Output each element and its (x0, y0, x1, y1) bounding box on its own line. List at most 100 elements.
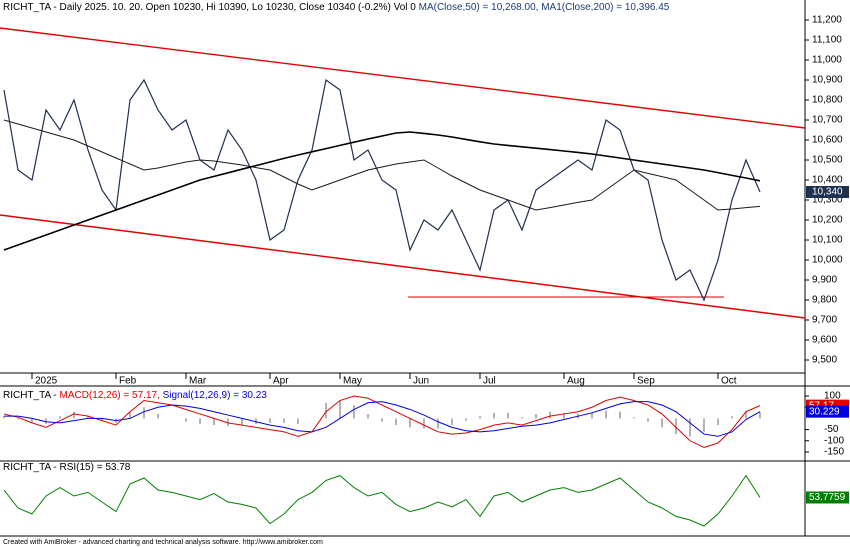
histogram-bar (619, 411, 621, 419)
histogram-bar (563, 412, 565, 419)
y-tick-label: 9,700 (812, 315, 837, 326)
histogram-bar (675, 418, 677, 435)
histogram-bar (759, 412, 761, 419)
histogram-bar (227, 418, 229, 427)
title-part: MACD(12,26) = 57.17, (59, 390, 159, 401)
histogram-bar (101, 418, 103, 421)
histogram-bar (409, 418, 411, 428)
histogram-bar (479, 416, 481, 419)
series-line (4, 401, 761, 437)
panel-title: RICHT_TA - Daily 2025. 10. 20. Open 1023… (3, 2, 670, 13)
y-tick-label: 11,200 (812, 15, 842, 26)
y-tick-label: 9,800 (812, 295, 837, 306)
x-tick-label: Jun (413, 376, 429, 387)
value-box (806, 405, 849, 418)
y-tick-label: 10,700 (812, 115, 843, 126)
y-tick-label: -150 (824, 447, 844, 458)
y-tick-label: 10,200 (812, 215, 843, 226)
x-tick-label: Apr (273, 376, 289, 387)
x-tick-label: Jul (483, 376, 496, 387)
histogram-bar (549, 411, 551, 419)
x-tick-label: May (343, 376, 362, 387)
y-tick-label: 10,900 (812, 75, 843, 86)
last-value-label: 10,340 (812, 187, 843, 198)
y-tick-label: -100 (824, 435, 844, 446)
y-tick-label: -50 (824, 424, 839, 435)
y-tick-label: 10,100 (812, 235, 843, 246)
histogram-bar (157, 413, 159, 419)
histogram-bar (45, 418, 47, 424)
footer: Created with AmiBroker - advanced charti… (3, 539, 323, 546)
value-box (806, 491, 849, 504)
histogram-bar (535, 413, 537, 419)
y-tick-label: 10,000 (812, 255, 843, 266)
x-tick-label: Feb (119, 376, 137, 387)
title-part: MA(Close,50) = 10,268.00, (419, 2, 539, 13)
histogram-bar (255, 418, 257, 424)
histogram-bar (367, 413, 369, 419)
y-tick-label: 10,300 (812, 195, 843, 206)
y-tick-label: 10,500 (812, 155, 843, 166)
histogram-bar (129, 411, 131, 419)
panel-title: RICHT_TA - MACD(12,26) = 57.17, Signal(1… (3, 390, 267, 401)
histogram-bar (353, 404, 355, 419)
histogram-bar (647, 418, 649, 422)
histogram-bar (633, 417, 635, 419)
y-tick-label: 9,900 (812, 275, 837, 286)
y-tick-label: 100 (824, 391, 841, 402)
x-tick-label: Mar (189, 376, 207, 387)
value-box-label: 53.7759 (809, 492, 846, 503)
histogram-bar (395, 418, 397, 426)
histogram-bar (17, 418, 19, 420)
y-tick-label: 10,600 (812, 135, 843, 146)
series-line (3, 131, 761, 251)
title-part: RICHT_TA - RSI(15) = 53.78 (3, 462, 131, 473)
histogram-bar (31, 418, 33, 423)
title-part: RICHT_TA - (3, 390, 59, 401)
channel-line (0, 214, 806, 319)
histogram-bar (59, 416, 61, 419)
histogram-bar (703, 418, 705, 432)
histogram-bar (185, 418, 187, 422)
histogram-bar (731, 416, 733, 419)
histogram-bar (493, 412, 495, 419)
last-value-box (806, 186, 849, 198)
histogram-bar (87, 416, 89, 419)
x-tick-label: 2025 (35, 376, 58, 387)
histogram-bar (423, 418, 425, 429)
x-tick-label: Sep (637, 376, 655, 387)
histogram-bar (591, 412, 593, 419)
y-tick-label: 11,000 (812, 55, 842, 66)
channel-line (0, 27, 806, 129)
y-tick-label: 9,600 (812, 335, 837, 346)
histogram-bar (143, 407, 145, 419)
histogram-bar (3, 416, 5, 419)
histogram-bar (437, 418, 439, 429)
title-part: RICHT_TA - Daily 2025. 10. 20. Open 1023… (3, 2, 416, 13)
histogram-bar (325, 402, 327, 419)
histogram-bar (199, 418, 201, 424)
title-part: MA1(Close,200) = 10,396.45 (541, 2, 670, 13)
histogram-bar (661, 418, 663, 428)
title-part: Signal(12,26,9) = 30.23 (163, 390, 268, 401)
value-box-label: 30.229 (809, 406, 840, 417)
series-line (3, 474, 761, 527)
histogram-bar (507, 412, 509, 419)
y-tick-label: 11,100 (812, 35, 842, 46)
histogram-bar (73, 411, 75, 419)
series-line (3, 395, 761, 449)
histogram-bar (521, 417, 523, 419)
histogram-bar (269, 418, 271, 423)
x-tick-label: Oct (721, 376, 737, 387)
histogram-bar (339, 400, 341, 419)
histogram-bar (689, 418, 691, 437)
x-tick-label: Aug (567, 376, 585, 387)
panel-title: RICHT_TA - RSI(15) = 53.78 (3, 462, 131, 473)
histogram-bar (605, 410, 607, 419)
histogram-bar (465, 418, 467, 421)
histogram-bar (241, 418, 243, 426)
y-tick-label: 10,400 (812, 175, 843, 186)
histogram-bar (451, 418, 453, 426)
